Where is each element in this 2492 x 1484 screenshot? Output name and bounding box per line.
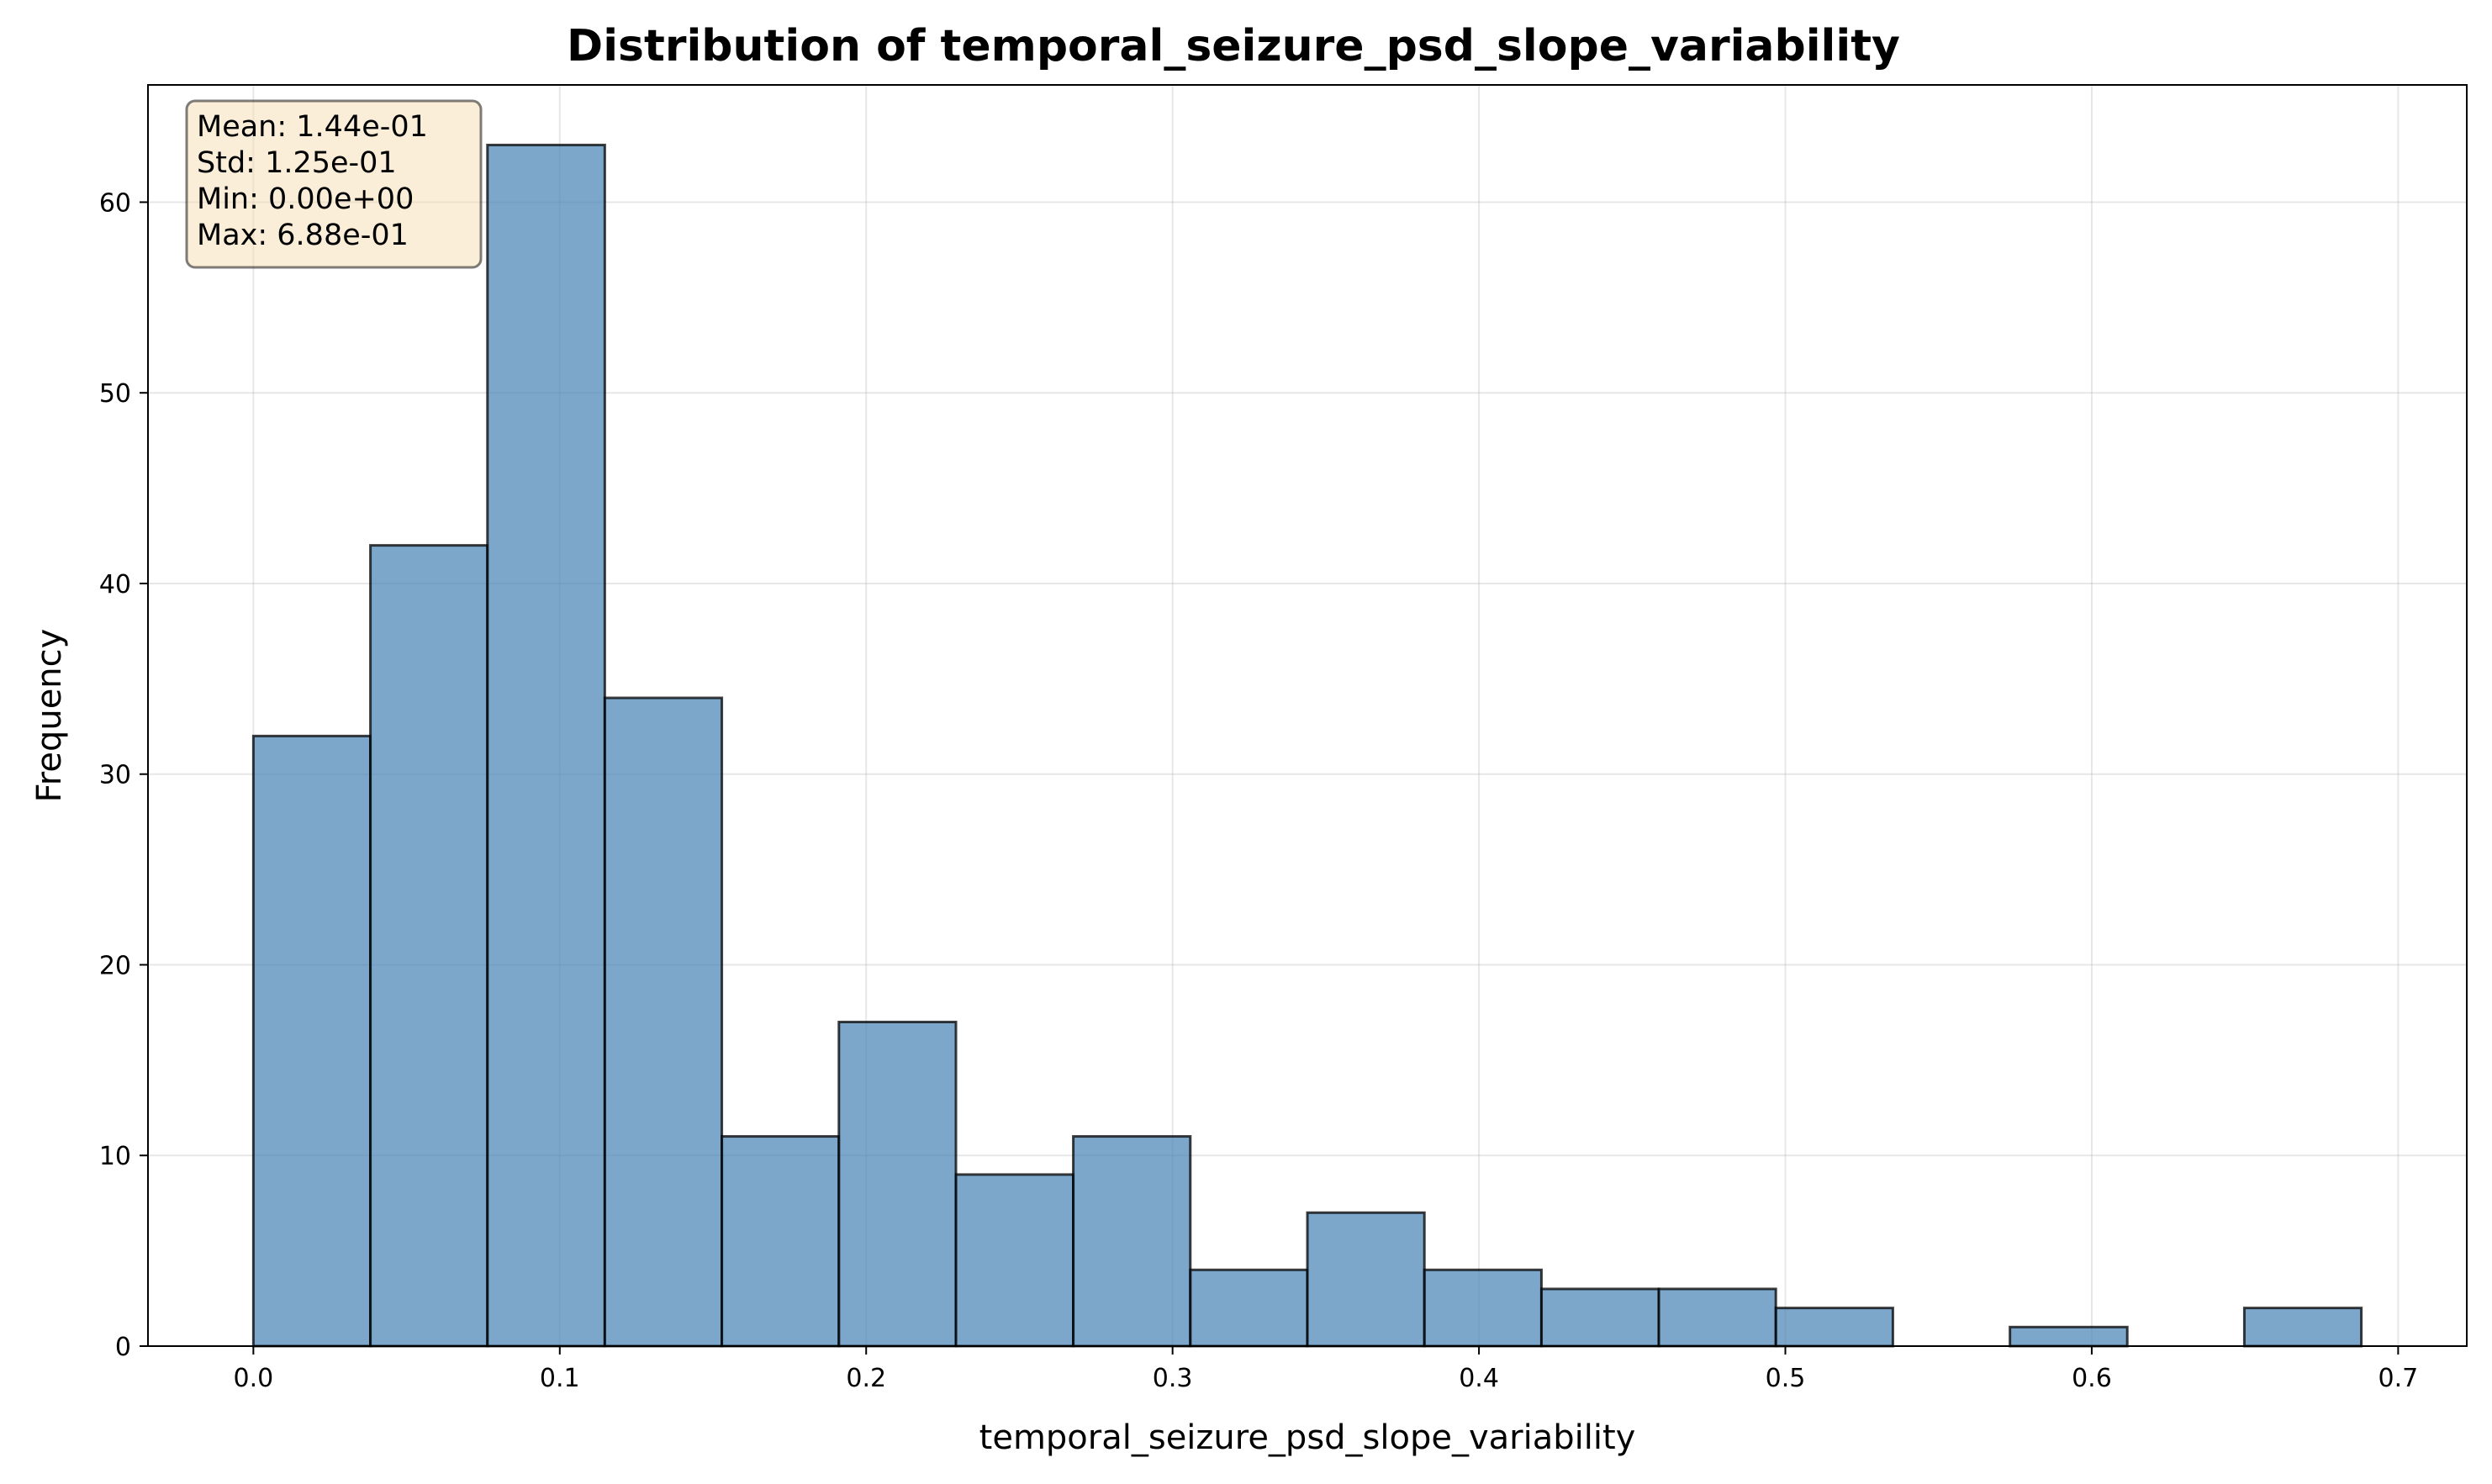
- y-tick-label: 50: [99, 379, 131, 409]
- histogram-bar: [1657, 1287, 1777, 1348]
- histogram-bar: [1423, 1268, 1543, 1348]
- stats-line: Min: 0.00e+00: [197, 182, 414, 216]
- histogram-bar: [486, 143, 606, 1348]
- plot-frame: [147, 84, 2468, 1347]
- histogram-bar: [603, 696, 724, 1348]
- histogram-bar: [251, 734, 372, 1348]
- x-tick-label: 0.2: [846, 1364, 886, 1393]
- y-axis-ticks: 0 10 20 30 40 50 60: [99, 188, 148, 1362]
- chart-title: Distribution of temporal_seizure_psd_slo…: [567, 21, 1900, 71]
- y-tick-label: 30: [99, 761, 131, 790]
- x-axis-ticks: 0.0 0.1 0.2 0.3 0.4 0.5 0.6 0.7: [234, 1346, 2419, 1393]
- histogram-bar: [837, 1021, 958, 1348]
- stats-box-background: [185, 99, 483, 269]
- y-tick-label: 60: [99, 188, 131, 218]
- x-tick-label: 0.4: [1459, 1364, 1499, 1393]
- histogram-bar: [1072, 1135, 1192, 1348]
- bars: [251, 143, 2363, 1348]
- y-tick-label: 40: [99, 570, 131, 599]
- y-axis-label: Frequency: [30, 629, 69, 803]
- histogram-bar: [2009, 1325, 2129, 1348]
- x-axis-label: temporal_seizure_psd_slope_variability: [979, 1418, 1636, 1457]
- x-tick-label: 0.1: [540, 1364, 580, 1393]
- histogram-bar: [1774, 1307, 1894, 1348]
- stats-line: Max: 6.88e-01: [197, 219, 409, 252]
- histogram-bar: [1306, 1211, 1426, 1348]
- stats-line: Mean: 1.44e-01: [197, 110, 428, 144]
- histogram-bar: [369, 544, 489, 1348]
- y-tick-label: 20: [99, 951, 131, 980]
- histogram-bar: [954, 1173, 1075, 1348]
- x-tick-label: 0.5: [1766, 1364, 1806, 1393]
- x-tick-label: 0.6: [2072, 1364, 2112, 1393]
- x-tick-label: 0.7: [2378, 1364, 2419, 1393]
- histogram-bar: [1189, 1268, 1309, 1348]
- x-tick-label: 0.0: [234, 1364, 274, 1393]
- y-tick-label: 0: [115, 1333, 131, 1362]
- x-tick-label: 0.3: [1153, 1364, 1193, 1393]
- stats-line: Std: 1.25e-01: [197, 146, 397, 180]
- histogram-bar: [721, 1135, 841, 1348]
- y-tick-label: 10: [99, 1142, 131, 1171]
- histogram-bar: [2242, 1307, 2363, 1348]
- histogram-bar: [1539, 1287, 1660, 1348]
